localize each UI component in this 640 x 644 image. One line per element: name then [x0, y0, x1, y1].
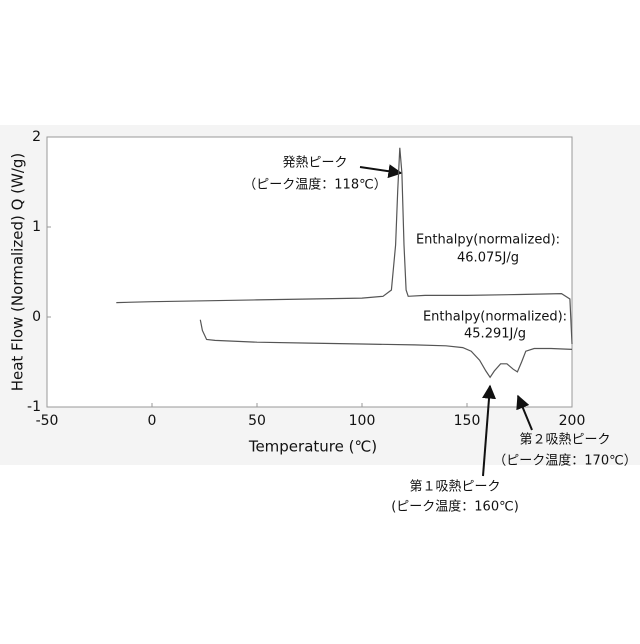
- x-tick-label: 100: [349, 413, 376, 429]
- annotation: Enthalpy(normalized):: [423, 310, 567, 325]
- y-tick-label: -1: [27, 399, 41, 415]
- x-tick-label: -50: [36, 413, 59, 429]
- annotation: (ピーク温度：160℃): [391, 499, 519, 515]
- y-axis-title: Heat Flow (Normalized) Q (W/g): [9, 153, 27, 392]
- y-tick-label: 2: [32, 129, 41, 145]
- x-axis-title: Temperature (℃): [248, 438, 377, 456]
- annotation: 第１吸熱ピーク: [409, 480, 500, 495]
- annotation: 46.075J/g: [457, 251, 519, 266]
- page: Temperature (℃) Heat Flow (Normalized) Q…: [0, 0, 640, 644]
- y-tick-label: 0: [32, 309, 41, 325]
- annotation: Enthalpy(normalized):: [416, 233, 560, 248]
- annotation: 45.291J/g: [464, 327, 526, 342]
- x-tick-label: 150: [454, 413, 481, 429]
- y-tick-label: 1: [32, 219, 41, 235]
- x-tick-label: 0: [148, 413, 157, 429]
- annotation: 発熱ピーク: [282, 156, 347, 171]
- annotation: 第２吸熱ピーク: [519, 433, 610, 448]
- x-tick-label: 50: [248, 413, 266, 429]
- annotation: （ピーク温度：170℃）: [493, 453, 636, 469]
- annotation: （ピーク温度：118℃）: [243, 177, 386, 193]
- x-tick-label: 200: [559, 413, 586, 429]
- chart: Temperature (℃) Heat Flow (Normalized) Q…: [0, 0, 640, 640]
